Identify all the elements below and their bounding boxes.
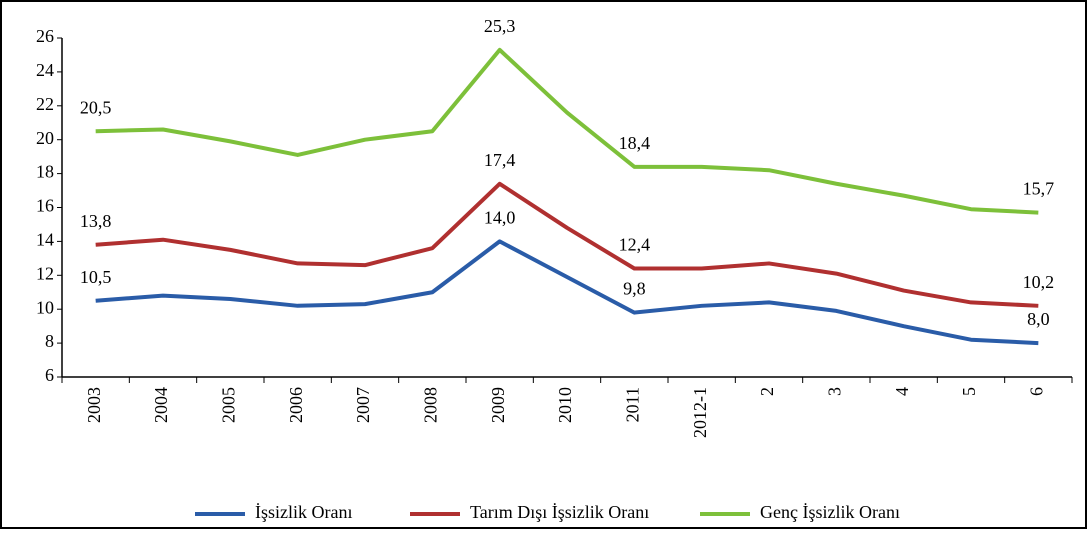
y-tick-label: 14 xyxy=(36,230,54,250)
data-label: 10,5 xyxy=(80,267,112,287)
y-tick-label: 8 xyxy=(45,331,54,351)
data-label: 8,0 xyxy=(1027,309,1050,329)
x-tick-label: 2005 xyxy=(218,387,238,423)
y-tick-label: 16 xyxy=(36,196,54,216)
data-label: 10,2 xyxy=(1023,272,1055,292)
y-tick-label: 18 xyxy=(36,162,54,182)
x-tick-label: 2006 xyxy=(286,387,306,423)
y-tick-label: 10 xyxy=(36,297,54,317)
y-tick-label: 22 xyxy=(36,94,54,114)
y-tick-label: 20 xyxy=(36,128,54,148)
x-tick-label: 5 xyxy=(959,387,979,396)
data-label: 15,7 xyxy=(1023,179,1055,199)
x-tick-label: 2010 xyxy=(555,387,575,423)
series-line xyxy=(95,181,1039,308)
x-tick-label: 2009 xyxy=(488,387,508,423)
legend-label: İşsizlik Oranı xyxy=(255,502,352,522)
y-tick-label: 6 xyxy=(45,365,54,385)
data-label: 14,0 xyxy=(484,208,516,228)
data-label: 17,4 xyxy=(484,150,516,170)
data-label: 20,5 xyxy=(80,97,112,117)
data-label: 12,4 xyxy=(619,235,651,255)
y-tick-label: 26 xyxy=(36,26,54,46)
legend-label: Tarım Dışı İşsizlik Oranı xyxy=(470,502,649,522)
x-tick-label: 2004 xyxy=(151,387,171,423)
data-label: 9,8 xyxy=(623,279,646,299)
data-label: 25,3 xyxy=(484,16,516,36)
x-tick-label: 3 xyxy=(824,387,844,396)
x-tick-label: 2011 xyxy=(622,387,642,422)
legend-label: Genç İşsizlik Oranı xyxy=(760,502,900,522)
x-tick-label: 4 xyxy=(892,387,912,396)
y-tick-label: 24 xyxy=(36,60,54,80)
x-tick-label: 2008 xyxy=(420,387,440,423)
x-tick-label: 6 xyxy=(1026,387,1046,396)
series-line xyxy=(95,239,1039,346)
x-tick-label: 2003 xyxy=(84,387,104,423)
y-tick-label: 12 xyxy=(36,263,54,283)
data-label: 18,4 xyxy=(619,133,651,153)
series-line xyxy=(95,47,1039,215)
x-tick-label: 2007 xyxy=(353,387,373,423)
data-label: 13,8 xyxy=(80,211,112,231)
x-tick-label: 2012-1 xyxy=(690,387,710,438)
x-tick-label: 2 xyxy=(757,387,777,396)
